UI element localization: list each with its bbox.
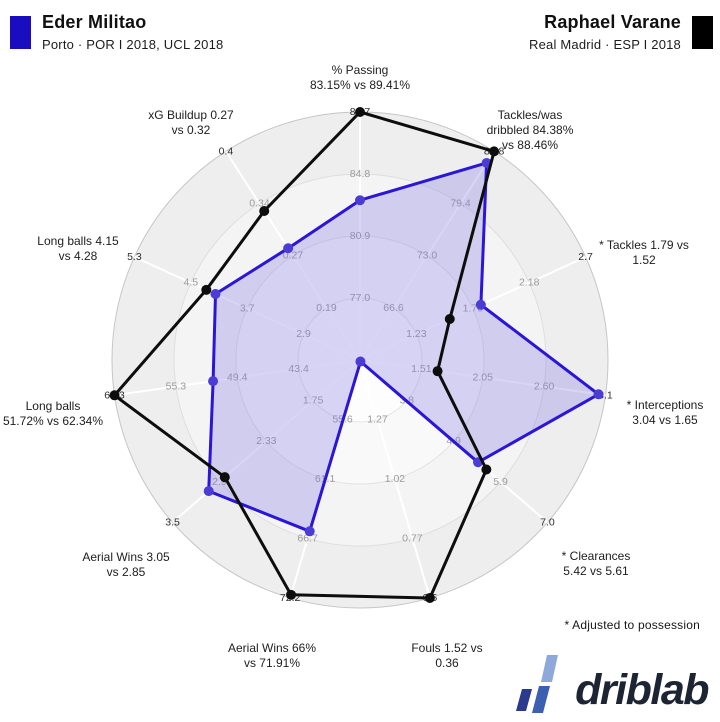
data-point-player2 bbox=[219, 472, 230, 483]
tick-label: 0.4 bbox=[219, 145, 234, 157]
tick-label: 1.23 bbox=[406, 328, 427, 340]
player1-header: Eder Militao Porto · POR I 2018, UCL 201… bbox=[10, 12, 223, 52]
grid-spoke bbox=[359, 256, 587, 361]
data-point-player1 bbox=[208, 376, 219, 387]
series-polygon-player2 bbox=[113, 110, 496, 600]
data-point-player1 bbox=[304, 526, 315, 537]
data-point-player2 bbox=[259, 205, 270, 216]
tick-label: 2.9 bbox=[296, 328, 311, 340]
data-point-player1 bbox=[203, 486, 214, 497]
data-point-player2 bbox=[286, 589, 297, 600]
player1-color-swatch bbox=[10, 16, 31, 49]
tick-label: 1.02 bbox=[385, 473, 406, 485]
tick-label: 3.7 bbox=[240, 302, 255, 314]
tick-label: 2.7 bbox=[578, 251, 593, 263]
grid-spoke bbox=[359, 150, 495, 361]
tick-label: 43.4 bbox=[288, 363, 309, 375]
player2-name: Raphael Varane bbox=[544, 12, 681, 32]
series-polygon-player1 bbox=[207, 161, 600, 533]
tick-label: 1.51 bbox=[411, 363, 432, 375]
tick-label: 5.9 bbox=[493, 476, 508, 488]
tick-label: 1.27 bbox=[367, 413, 388, 425]
data-point-player2 bbox=[481, 464, 492, 475]
tick-label: 3.5 bbox=[165, 516, 180, 528]
player1-name: Eder Militao bbox=[42, 12, 147, 32]
footnote: * Adjusted to possession bbox=[564, 618, 700, 632]
tick-label: 55.3 bbox=[166, 380, 187, 392]
data-point-player1 bbox=[355, 195, 365, 206]
player2-header: Raphael Varane Real Madrid · ESP I 2018 bbox=[529, 12, 713, 52]
grid-spoke bbox=[359, 359, 606, 397]
data-point-player2 bbox=[201, 284, 212, 295]
data-point-player2 bbox=[355, 107, 365, 117]
tick-label: 0.19 bbox=[316, 302, 337, 314]
data-point-player2 bbox=[109, 390, 120, 401]
data-point-player2 bbox=[444, 314, 455, 325]
tick-label: 4.5 bbox=[184, 277, 199, 289]
tick-label: 2.60 bbox=[534, 380, 555, 392]
data-point-player2 bbox=[432, 366, 443, 377]
tick-label: 2.05 bbox=[473, 372, 494, 384]
driblab-logo: driblab bbox=[513, 652, 709, 714]
data-point-player1 bbox=[593, 389, 604, 400]
tick-label: 77.0 bbox=[350, 292, 371, 304]
tick-label: 2.18 bbox=[519, 277, 540, 289]
data-point-player1 bbox=[475, 299, 486, 310]
data-point-player2 bbox=[424, 592, 435, 603]
tick-label: 66.6 bbox=[383, 302, 404, 314]
tick-label: 5.3 bbox=[127, 251, 142, 263]
grid-spoke bbox=[114, 359, 361, 397]
tick-label: 66.7 bbox=[297, 532, 318, 544]
grid-spoke bbox=[171, 359, 361, 524]
tick-label: 80.9 bbox=[350, 230, 371, 242]
player1-meta: Porto · POR I 2018, UCL 2018 bbox=[42, 37, 224, 52]
data-point-player1 bbox=[355, 356, 366, 367]
tick-label: 79.4 bbox=[450, 198, 471, 210]
tick-label: 7.0 bbox=[540, 516, 555, 528]
data-point-player2 bbox=[489, 146, 500, 157]
driblab-logo-text: driblab bbox=[575, 666, 709, 714]
tick-label: 84.8 bbox=[350, 168, 371, 180]
data-point-player1 bbox=[283, 243, 294, 254]
tick-label: 1.75 bbox=[303, 395, 324, 407]
tick-label: 73.0 bbox=[417, 250, 438, 262]
grid-spoke bbox=[133, 256, 361, 361]
driblab-logo-icon bbox=[516, 655, 559, 713]
tick-label: 0.77 bbox=[402, 532, 423, 544]
grid-spoke bbox=[225, 150, 361, 361]
tick-label: 2.33 bbox=[256, 435, 277, 447]
data-point-player1 bbox=[210, 289, 221, 300]
tick-label: 49.4 bbox=[227, 372, 248, 384]
player2-meta: Real Madrid · ESP I 2018 bbox=[529, 37, 681, 52]
player2-color-swatch bbox=[692, 16, 713, 49]
grid-spoke bbox=[359, 359, 431, 599]
